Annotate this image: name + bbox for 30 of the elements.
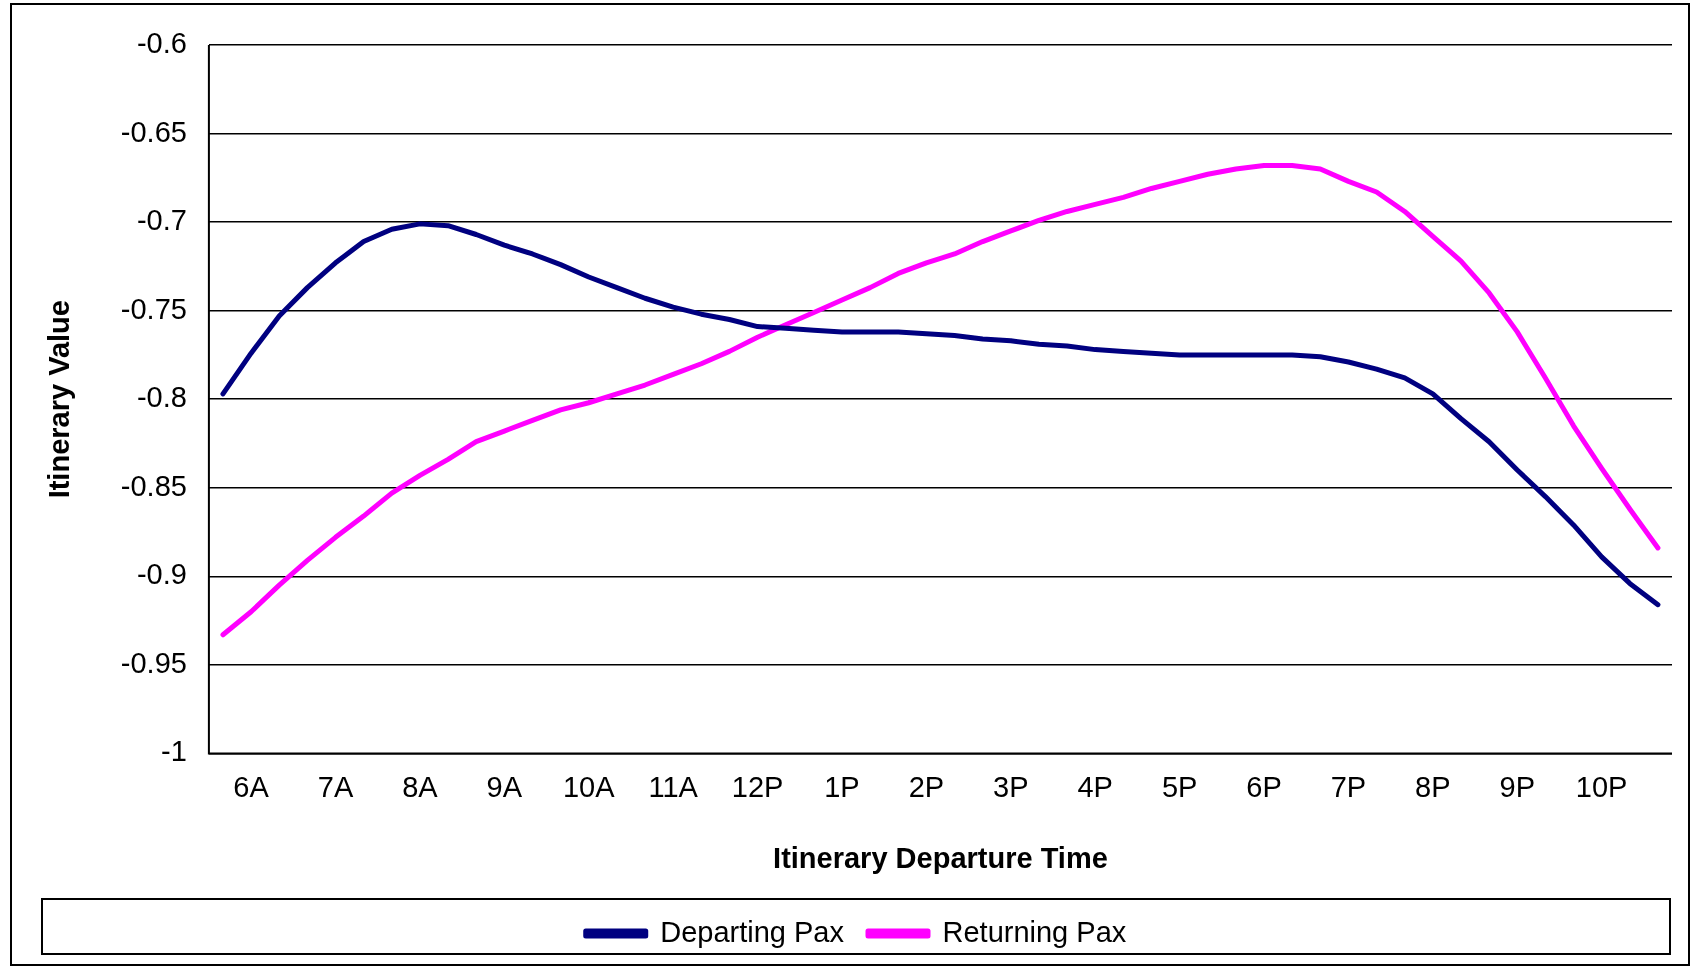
- x-tick-label: 8A: [402, 770, 439, 803]
- x-axis-title: Itinerary Departure Time: [773, 841, 1108, 874]
- y-tick-label: -0.85: [120, 469, 187, 502]
- x-tick-label: 1P: [824, 770, 860, 803]
- y-tick-label: -0.65: [120, 115, 187, 148]
- x-tick-label: 3P: [993, 770, 1029, 803]
- x-tick-label: 7P: [1330, 770, 1367, 803]
- x-tick-label: 4P: [1077, 770, 1113, 803]
- y-axis-title: Itinerary Value: [43, 300, 76, 499]
- x-tick-label: 8P: [1415, 770, 1451, 803]
- y-tick-label: -0.7: [136, 204, 187, 237]
- legend-label: Departing Pax: [660, 915, 845, 948]
- y-tick-label: -0.8: [136, 381, 187, 414]
- y-tick-label: -0.9: [136, 558, 187, 591]
- y-tick-label: -0.75: [120, 292, 187, 325]
- x-tick-label: 9A: [486, 770, 523, 803]
- x-tick-label: 7A: [317, 770, 354, 803]
- x-tick-label: 12P: [731, 770, 784, 803]
- y-tick-label: -0.6: [136, 27, 187, 59]
- x-tick-label: 6P: [1246, 770, 1282, 803]
- x-tick-label: 6A: [233, 770, 270, 803]
- x-tick-label: 11A: [648, 770, 699, 803]
- y-tick-label: -0.95: [120, 646, 187, 679]
- x-tick-label: 10P: [1575, 770, 1628, 803]
- x-tick-label: 2P: [908, 770, 945, 803]
- y-tick-label: -1: [161, 735, 187, 768]
- x-tick-label: 10A: [562, 770, 616, 803]
- legend-label: Returning Pax: [942, 915, 1127, 948]
- x-tick-label: 5P: [1161, 770, 1198, 803]
- x-tick-label: 9P: [1499, 770, 1535, 803]
